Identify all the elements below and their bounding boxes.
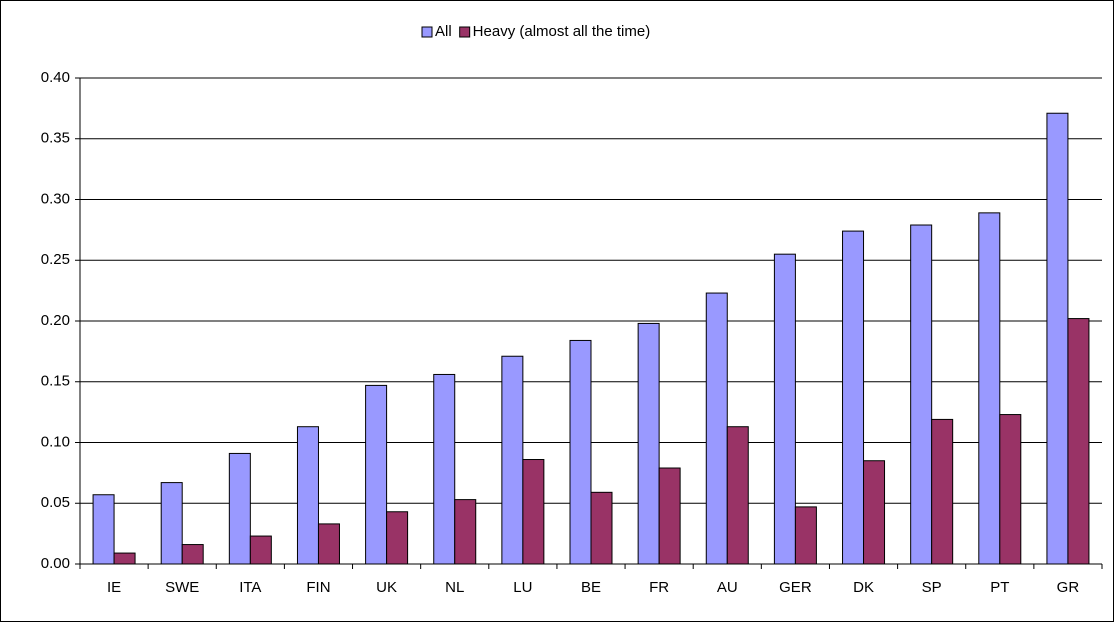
x-tick-label: DK bbox=[853, 579, 874, 596]
x-tick-label: AU bbox=[717, 579, 738, 596]
y-tick-label: 0.05 bbox=[41, 494, 70, 511]
y-tick-label: 0.40 bbox=[41, 69, 70, 86]
bar bbox=[794, 506, 817, 565]
bar bbox=[454, 499, 477, 565]
bar bbox=[113, 552, 136, 565]
bar bbox=[842, 230, 865, 565]
x-tick-label: FR bbox=[649, 579, 669, 596]
x-tick-label: SP bbox=[922, 579, 942, 596]
bar bbox=[296, 426, 319, 565]
bar bbox=[978, 212, 1001, 565]
y-tick-label: 0.25 bbox=[41, 251, 70, 268]
legend-swatch bbox=[421, 26, 433, 38]
bar bbox=[863, 460, 886, 565]
x-tick-label: GER bbox=[779, 579, 812, 596]
x-tick-label: LU bbox=[513, 579, 532, 596]
x-tick-label: UK bbox=[376, 579, 397, 596]
y-tick-label: 0.00 bbox=[41, 555, 70, 572]
bar bbox=[1046, 112, 1069, 565]
bar bbox=[365, 384, 388, 565]
bar bbox=[773, 253, 796, 565]
bar bbox=[999, 414, 1022, 565]
x-tick-label: IE bbox=[107, 579, 121, 596]
bar bbox=[249, 535, 272, 565]
x-tick-label: ITA bbox=[239, 579, 261, 596]
bar bbox=[386, 511, 409, 565]
y-tick-label: 0.30 bbox=[41, 190, 70, 207]
bar bbox=[637, 322, 660, 565]
bar bbox=[705, 292, 728, 565]
bar bbox=[658, 467, 681, 565]
y-tick-label: 0.10 bbox=[41, 433, 70, 450]
bar bbox=[522, 459, 545, 565]
bar bbox=[910, 224, 933, 565]
legend-swatch bbox=[459, 26, 471, 38]
x-tick-label: BE bbox=[581, 579, 601, 596]
bar bbox=[726, 426, 749, 565]
bar bbox=[160, 482, 183, 565]
bar bbox=[569, 339, 592, 565]
x-tick-label: PT bbox=[990, 579, 1009, 596]
bar bbox=[1067, 318, 1090, 565]
x-tick-label: NL bbox=[445, 579, 464, 596]
y-tick-label: 0.35 bbox=[41, 130, 70, 147]
x-tick-label: GR bbox=[1057, 579, 1080, 596]
bar bbox=[92, 494, 115, 565]
x-tick-label: SWE bbox=[165, 579, 199, 596]
bar bbox=[181, 544, 204, 565]
bar bbox=[590, 491, 613, 565]
legend-label: Heavy (almost all the time) bbox=[473, 23, 651, 40]
legend-label: All bbox=[435, 23, 452, 40]
bar bbox=[317, 523, 340, 565]
bar bbox=[433, 373, 456, 565]
bar bbox=[931, 418, 954, 565]
x-tick-label: FIN bbox=[306, 579, 330, 596]
y-tick-label: 0.15 bbox=[41, 373, 70, 390]
bar bbox=[501, 355, 524, 565]
bar bbox=[228, 452, 251, 565]
y-tick-label: 0.20 bbox=[41, 312, 70, 329]
